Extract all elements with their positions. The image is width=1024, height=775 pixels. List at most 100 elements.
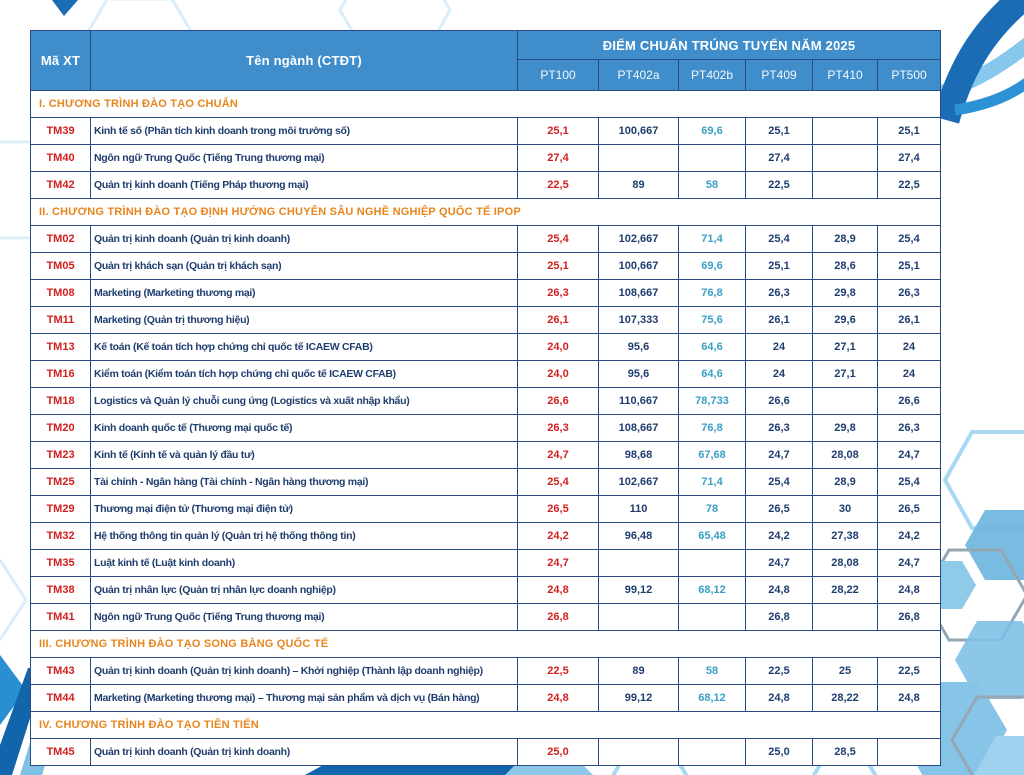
table-row: TM43 Quản trị kinh doanh (Quản trị kinh d… [30,657,942,685]
score-cell-pt100: 26,5 [517,495,599,523]
score-cell-pt500: 26,6 [876,387,942,415]
major-code: TM13 [30,333,91,361]
col-header-pt402a: PT402a [598,59,679,91]
score-cell-pt500: 24,2 [876,522,942,550]
major-name: Luật kinh tế (Luật kinh doanh) [90,549,518,577]
score-cell-pt500: 25,4 [876,225,942,253]
score-cell-pt500: 26,3 [876,414,942,442]
table-row: TM40 Ngôn ngữ Trung Quốc (Tiếng Trung thư… [30,144,942,172]
section-header-row: II. CHƯƠNG TRÌNH ĐÀO TẠO ĐỊNH HƯỚNG CHUY… [29,198,942,226]
score-cell-pt500: 26,8 [876,603,942,631]
major-name: Kiểm toán (Kiểm toán tích hợp chứng chỉ … [90,360,518,388]
score-cell-pt402a: 100,667 [598,252,679,280]
major-name: Quản trị kinh doanh (Tiếng Pháp thương m… [90,171,518,199]
major-name: Kế toán (Kế toán tích hợp chứng chỉ quốc… [90,333,518,361]
score-cell-pt409: 24,7 [745,549,813,577]
score-cell-pt410: 28,22 [812,576,878,604]
score-cell-pt402b: 76,8 [678,279,746,307]
score-cell-pt402b: 69,6 [678,252,746,280]
score-cell-pt410: 30 [812,495,878,523]
score-cell-pt409: 24 [745,360,813,388]
major-code: TM02 [30,225,91,253]
score-cell-pt402a: 108,667 [598,414,679,442]
major-code: TM45 [30,738,91,766]
score-cell-pt402b: 76,8 [678,414,746,442]
score-cell-pt402b [678,144,746,172]
score-cell-pt100: 25,4 [517,225,599,253]
score-cell-pt410: 27,1 [812,360,878,388]
major-name: Quản trị kinh doanh (Quản trị kinh doanh… [90,657,518,685]
table-row: TM39 Kinh tế số (Phân tích kinh doanh tro… [30,117,942,145]
major-code: TM42 [30,171,91,199]
score-cell-pt402a: 89 [598,171,679,199]
score-cell-pt402a: 107,333 [598,306,679,334]
score-cell-pt100: 24,0 [517,360,599,388]
score-cell-pt402b: 58 [678,657,746,685]
score-title: ĐIỂM CHUẨN TRÚNG TUYỂN NĂM 2025 [516,30,942,60]
score-cell-pt409: 25,4 [745,225,813,253]
major-name: Ngôn ngữ Trung Quốc (Tiếng Trung thương … [90,144,518,172]
major-name: Hệ thống thông tin quản lý (Quản trị hệ … [90,522,518,550]
major-code: TM29 [30,495,91,523]
score-cell-pt402b [678,738,746,766]
table-row: TM20 Kinh doanh quốc tế (Thương mại quốc … [30,414,942,442]
score-cell-pt410: 28,08 [812,441,878,469]
score-cell-pt409: 26,3 [745,414,813,442]
score-cell-pt402b: 64,6 [678,360,746,388]
score-cell-pt409: 25,1 [745,117,813,145]
major-code: TM23 [30,441,91,469]
major-name: Tài chính - Ngân hàng (Tài chính - Ngân … [90,468,518,496]
score-cell-pt409: 26,8 [745,603,813,631]
score-cell-pt100: 26,8 [517,603,599,631]
score-cell-pt409: 26,5 [745,495,813,523]
major-code: TM44 [30,684,91,712]
score-cell-pt100: 22,5 [517,657,599,685]
header-row-methods: PT100 PT402a PT402b PT409 PT410 PT500 [31,59,942,91]
score-cell-pt402b: 75,6 [678,306,746,334]
score-cell-pt410: 28,08 [812,549,878,577]
section-header-row: III. CHƯƠNG TRÌNH ĐÀO TẠO SONG BẰNG QUỐC… [29,630,942,658]
score-cell-pt500: 24,7 [876,441,942,469]
score-cell-pt409: 26,1 [745,306,813,334]
score-cell-pt500: 22,5 [876,171,942,199]
score-cell-pt409: 24,2 [745,522,813,550]
score-cell-pt402b: 58 [678,171,746,199]
score-cell-pt402b: 69,6 [678,117,746,145]
score-cell-pt402a: 99,12 [598,576,679,604]
score-cell-pt100: 25,0 [517,738,599,766]
table-row: TM16 Kiểm toán (Kiểm toán tích hợp chứng … [30,360,942,388]
score-cell-pt402b: 71,4 [678,225,746,253]
major-name: Marketing (Marketing thương mại) [90,279,518,307]
score-cell-pt500: 25,4 [876,468,942,496]
major-name: Quản trị kinh doanh (Quản trị kinh doanh… [90,225,518,253]
score-cell-pt409: 26,3 [745,279,813,307]
major-name: Kinh tế số (Phân tích kinh doanh trong m… [90,117,518,145]
score-cell-pt100: 24,0 [517,333,599,361]
table-row: TM02 Quản trị kinh doanh (Quản trị kinh d… [30,225,942,253]
major-code: TM18 [30,387,91,415]
score-cell-pt410 [812,387,878,415]
score-cell-pt402a [598,144,679,172]
score-cell-pt100: 24,8 [517,576,599,604]
col-header-code: Mã XT [30,30,91,91]
major-name: Quản trị nhân lực (Quản trị nhân lực doa… [90,576,518,604]
table-row: TM08 Marketing (Marketing thương mại) 26,3… [30,279,942,307]
score-cell-pt100: 26,1 [517,306,599,334]
score-cell-pt100: 26,6 [517,387,599,415]
col-header-pt500: PT500 [876,59,942,91]
score-cell-pt409: 25,4 [745,468,813,496]
score-cell-pt500: 22,5 [876,657,942,685]
score-cell-pt410 [812,603,878,631]
score-cell-pt410: 27,38 [812,522,878,550]
score-cell-pt409: 24,8 [745,684,813,712]
section-title: III. CHƯƠNG TRÌNH ĐÀO TẠO SONG BẰNG QUỐC… [29,630,942,658]
score-cell-pt100: 25,1 [517,252,599,280]
table-row: TM11 Marketing (Quản trị thương hiệu) 26,1… [30,306,942,334]
table-row: TM18 Logistics và Quản lý chuỗi cung ứng … [30,387,942,415]
score-cell-pt410 [812,117,878,145]
section-header-row: IV. CHƯƠNG TRÌNH ĐÀO TẠO TIÊN TIẾN [29,711,942,739]
score-cell-pt402a: 98,68 [598,441,679,469]
score-cell-pt402a [598,738,679,766]
score-cell-pt402a: 102,667 [598,225,679,253]
